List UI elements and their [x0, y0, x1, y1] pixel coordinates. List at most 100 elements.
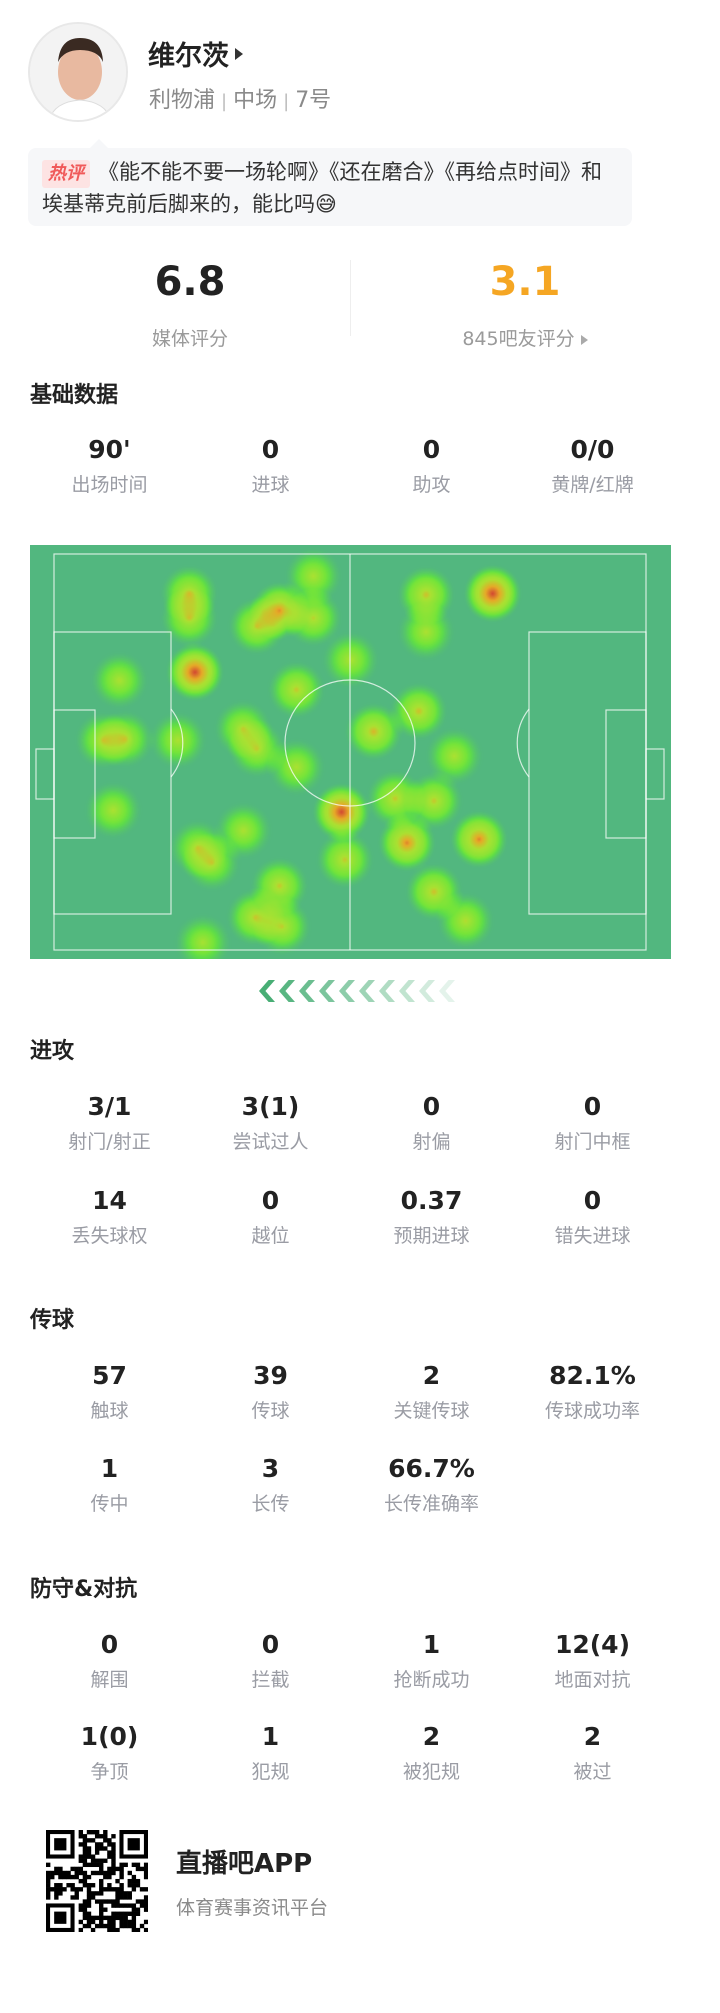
stat-label: 丢失球权 — [71, 1225, 148, 1247]
attack-stats-row: 3/1 射门/射正 3(1) 尝试过人 0 射偏 0 射门中框 — [29, 1092, 673, 1154]
player-info: 利物浦 | 中场 | 7号 — [149, 82, 331, 114]
pitch-markings — [35, 553, 665, 951]
stat-label: 错失进球 — [554, 1225, 631, 1247]
stat-label: 传球 — [251, 1400, 290, 1422]
stat-cell: 1 传中 — [29, 1454, 190, 1516]
player-team: 利物浦 — [149, 88, 216, 113]
stat-value: 90' — [88, 435, 131, 464]
stat-value: 82.1% — [549, 1361, 636, 1390]
passing-stats-row: 57 触球 39 传球 2 关键传球 82.1% 传球成功率 — [29, 1361, 673, 1423]
fan-rating-label-text: 845吧友评分 — [462, 328, 575, 350]
stat-value: 0.37 — [400, 1186, 463, 1215]
stat-label: 出场时间 — [71, 474, 148, 496]
hot-comment[interactable]: 热评 《能不能不要一场轮啊》《还在磨合》《再给点时间》和埃基蒂克前后脚来的，能比吗… — [28, 139, 632, 226]
stat-label: 传球成功率 — [544, 1400, 640, 1422]
stat-label: 射门中框 — [554, 1131, 631, 1153]
stat-value: 0 — [100, 1630, 119, 1659]
stat-value: 0 — [583, 1092, 602, 1121]
app-name: 直播吧APP — [176, 1849, 313, 1879]
stat-cell: 0/0 黄牌/红牌 — [512, 435, 673, 497]
stat-cell: 0 射偏 — [351, 1092, 512, 1154]
stat-value: 1 — [100, 1454, 119, 1483]
stat-label: 长传准确率 — [383, 1493, 479, 1515]
stat-cell: 1 抢断成功 — [351, 1630, 512, 1692]
stat-label: 长传 — [251, 1493, 290, 1515]
chevron-left-icon — [359, 980, 375, 1002]
stat-cell: 90' 出场时间 — [29, 435, 190, 497]
stat-label: 传中 — [90, 1493, 129, 1515]
stat-cell: 3/1 射门/射正 — [29, 1092, 190, 1154]
passing-stats-row: 1 传中 3 长传 66.7% 长传准确率 — [29, 1454, 673, 1516]
stat-cell: 0 越位 — [190, 1186, 351, 1248]
chevron-left-icon — [379, 980, 395, 1002]
stat-value: 1(0) — [80, 1722, 139, 1751]
stat-value: 57 — [92, 1361, 127, 1390]
stat-cell: 57 触球 — [29, 1361, 190, 1423]
stat-cell: 1(0) 争顶 — [29, 1722, 190, 1784]
stat-cell: 2 被过 — [512, 1722, 673, 1784]
stat-label: 拦截 — [251, 1669, 290, 1691]
stat-cell: 66.7% 长传准确率 — [351, 1454, 512, 1516]
stat-cell: 3(1) 尝试过人 — [190, 1092, 351, 1154]
stat-cell: 0 进球 — [190, 435, 351, 497]
chevron-left-icon — [259, 980, 275, 1002]
chevron-left-icon — [399, 980, 415, 1002]
player-name: 维尔茨 — [148, 41, 229, 72]
heatmap-pitch — [30, 545, 671, 959]
arrow-right-icon — [235, 47, 243, 60]
stat-label: 地面对抗 — [554, 1669, 631, 1691]
section-title-basic: 基础数据 — [30, 383, 119, 408]
attack-direction-indicator — [259, 980, 455, 1002]
stat-label: 射门/射正 — [68, 1131, 151, 1153]
chevron-left-icon — [419, 980, 435, 1002]
fan-rating-value: 3.1 — [489, 259, 561, 305]
media-rating: 6.8 媒体评分 — [30, 260, 350, 351]
stat-value: 0 — [583, 1186, 602, 1215]
basic-stats-row: 90' 出场时间 0 进球 0 助攻 0/0 黄牌/红牌 — [29, 435, 673, 497]
qr-code-image — [46, 1830, 149, 1933]
section-title-attack: 进攻 — [30, 1039, 75, 1064]
stat-value: 12(4) — [554, 1630, 631, 1659]
chevron-left-icon — [339, 980, 355, 1002]
stat-label: 尝试过人 — [232, 1131, 309, 1153]
rating-divider — [350, 260, 351, 336]
player-avatar[interactable] — [28, 22, 128, 122]
stat-label: 关键传球 — [393, 1400, 470, 1422]
stat-value: 2 — [583, 1722, 602, 1751]
stat-cell: 3 长传 — [190, 1454, 351, 1516]
stat-cell: 12(4) 地面对抗 — [512, 1630, 673, 1692]
player-position: 中场 — [233, 88, 278, 113]
attack-stats-row: 14 丢失球权 0 越位 0.37 预期进球 0 错失进球 — [29, 1186, 673, 1248]
player-photo — [30, 24, 126, 120]
chevron-left-icon — [279, 980, 295, 1002]
stat-value: 1 — [261, 1722, 280, 1751]
stat-label: 射偏 — [412, 1131, 451, 1153]
separator: | — [283, 91, 290, 112]
stat-label: 争顶 — [90, 1761, 129, 1783]
player-name-link[interactable]: 维尔茨 — [148, 34, 243, 73]
stat-label: 抢断成功 — [393, 1669, 470, 1691]
stat-cell: 0 助攻 — [351, 435, 512, 497]
qr-code[interactable] — [46, 1830, 149, 1933]
stat-cell: 0 射门中框 — [512, 1092, 673, 1154]
stat-value: 39 — [253, 1361, 288, 1390]
stat-cell: 82.1% 传球成功率 — [512, 1361, 673, 1423]
fan-rating-label: 845吧友评分 — [365, 324, 685, 351]
chevron-left-icon — [299, 980, 315, 1002]
stat-cell: 0 拦截 — [190, 1630, 351, 1692]
defense-stats-row: 0 解围 0 拦截 1 抢断成功 12(4) 地面对抗 — [29, 1630, 673, 1692]
stat-label: 进球 — [251, 474, 290, 496]
app-slogan: 体育赛事资讯平台 — [176, 1897, 329, 1919]
hot-comment-text: 《能不能不要一场轮啊》《还在磨合》《再给点时间》和埃基蒂克前后脚来的，能比吗😅 — [42, 160, 602, 216]
stat-value: 1 — [422, 1630, 441, 1659]
stat-cell: 39 传球 — [190, 1361, 351, 1423]
stat-value: 0 — [261, 1630, 280, 1659]
stat-value: 66.7% — [388, 1454, 475, 1483]
stat-value: 0 — [422, 1092, 441, 1121]
player-number: 7号 — [295, 88, 332, 113]
stat-value: 0 — [422, 435, 441, 464]
stat-label: 黄牌/红牌 — [551, 474, 634, 496]
defense-stats-row: 1(0) 争顶 1 犯规 2 被犯规 2 被过 — [29, 1722, 673, 1784]
arrow-right-icon — [580, 335, 588, 345]
fan-rating[interactable]: 3.1 845吧友评分 — [365, 260, 685, 351]
